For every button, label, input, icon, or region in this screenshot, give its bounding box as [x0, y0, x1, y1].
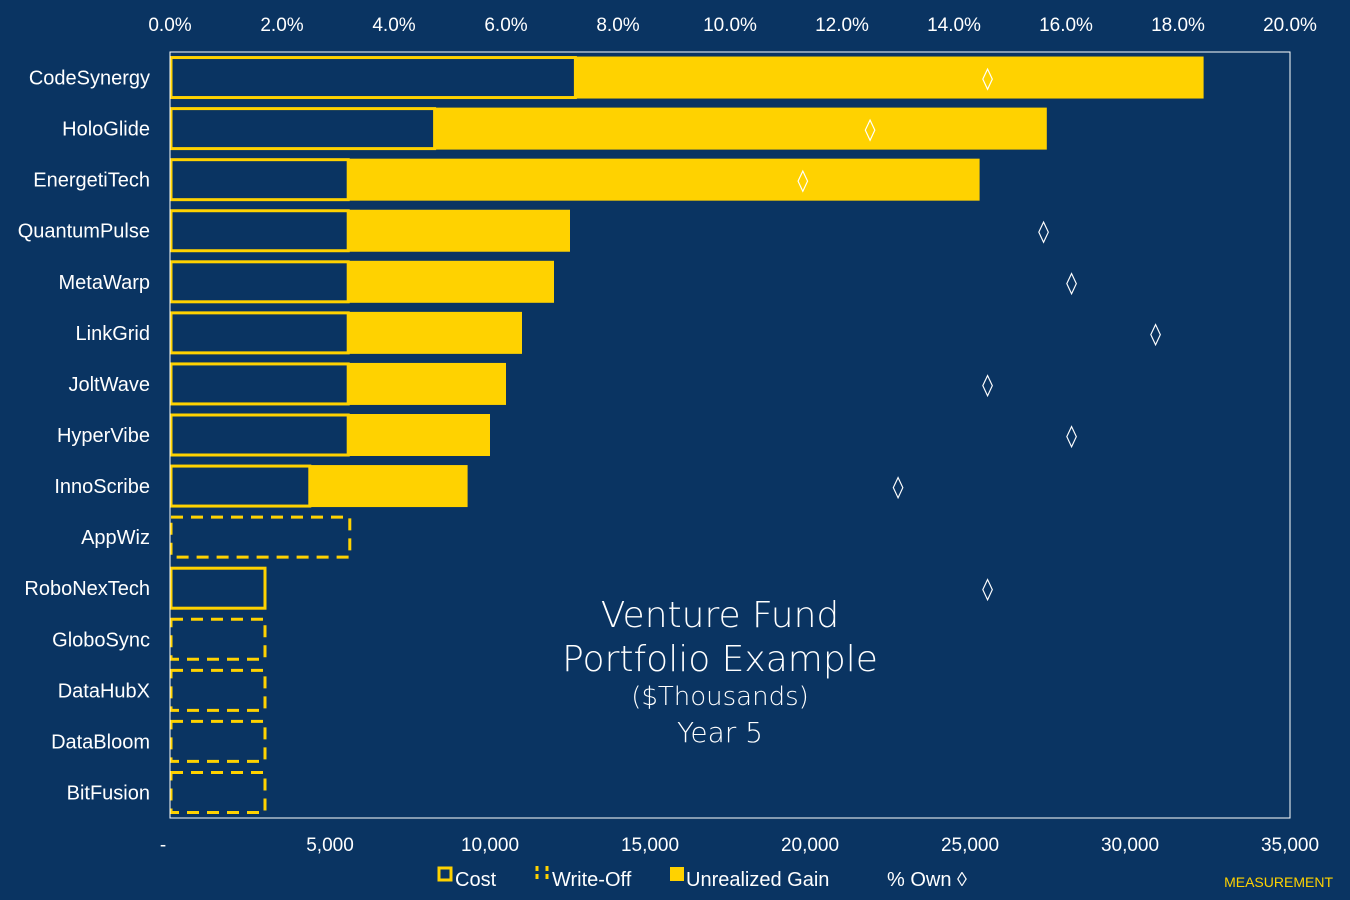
- x-tick-label: 35,000: [1261, 835, 1319, 856]
- bar-unrealized-gain-innoscribe: [310, 465, 468, 508]
- x2-tick-label: 14.0%: [927, 15, 981, 36]
- x2-tick-label: 20.0%: [1263, 15, 1317, 36]
- bottom-axis-ticks: - 5,000 10,000 15,000 20,000 25,000 30,000 35,0…: [160, 835, 1319, 856]
- bar-unrealized-gain-joltwave: [349, 362, 506, 405]
- category-label-appwiz: AppWiz: [81, 527, 150, 549]
- x2-tick-label: 4.0%: [372, 15, 415, 36]
- legend: Cost Write-Off Unrealized Gain % Own ◊: [437, 866, 967, 891]
- bar-write-off-databloom: [169, 719, 267, 763]
- marker-own-joltwave: ◊: [982, 373, 993, 398]
- marker-own-innoscribe: ◊: [893, 475, 904, 500]
- bar-write-off-bitfusion: [169, 770, 267, 814]
- bar-cost-hologlide: [169, 107, 437, 151]
- bar-cost-hypervibe: [169, 413, 350, 457]
- legend-label: Unrealized Gain: [686, 869, 829, 891]
- legend-label: Cost: [455, 869, 497, 891]
- x-tick-label: 30,000: [1101, 835, 1159, 856]
- bar-write-off-appwiz: [169, 515, 352, 559]
- bar-unrealized-gain-energetitech: [349, 158, 980, 201]
- marker-own-quantumpulse: ◊: [1038, 220, 1049, 245]
- bar-cost-innoscribe: [169, 464, 312, 508]
- category-label-databloom: DataBloom: [51, 731, 150, 753]
- x2-tick-label: 0.0%: [148, 15, 191, 36]
- x-tick-label: 10,000: [461, 835, 519, 856]
- marker-own-codesynergy: ◊: [982, 67, 993, 92]
- category-label-robonextech: RoboNexTech: [24, 578, 150, 600]
- title-line: Portfolio Example: [562, 639, 878, 680]
- legend-label: Write-Off: [552, 869, 632, 891]
- x2-tick-label: 2.0%: [260, 15, 303, 36]
- x2-tick-label: 12.0%: [815, 15, 869, 36]
- category-label-codesynergy: CodeSynergy: [29, 68, 150, 90]
- category-label-hologlide: HoloGlide: [62, 119, 150, 141]
- marker-own-hologlide: ◊: [865, 118, 876, 143]
- bar-write-off-globosync: [169, 617, 267, 661]
- category-label-datahubx: DataHubX: [58, 680, 150, 702]
- top-axis-ticks: 0.0% 2.0% 4.0% 6.0% 8.0% 10.0% 12.0% 14.0% 16.0%…: [148, 15, 1317, 36]
- plot-area-border: [169, 51, 1291, 819]
- x-tick-label: -: [160, 835, 166, 856]
- bar-cost-quantumpulse: [169, 209, 350, 253]
- x2-tick-label: 6.0%: [484, 15, 527, 36]
- x2-tick-label: 10.0%: [703, 15, 757, 36]
- marker-own-hypervibe: ◊: [1066, 424, 1077, 449]
- category-label-quantumpulse: QuantumPulse: [18, 221, 150, 243]
- category-labels: CodeSynergy HoloGlide EnergetiTech QuantumP…: [18, 68, 150, 805]
- x-tick-label: 20,000: [781, 835, 839, 856]
- x2-tick-label: 16.0%: [1039, 15, 1093, 36]
- bar-cost-joltwave: [169, 362, 350, 406]
- marker-own-linkgrid: ◊: [1150, 322, 1161, 347]
- legend-label: % Own ◊: [887, 869, 967, 891]
- marker-own-metawarp: ◊: [1066, 271, 1077, 296]
- watermark-text: MEASUREMENT: [1224, 874, 1333, 890]
- legend-swatch-cost: [437, 866, 453, 882]
- marker-own-energetitech: ◊: [797, 169, 808, 194]
- category-label-innoscribe: InnoScribe: [54, 476, 150, 498]
- bars-layer: [169, 56, 1204, 814]
- marker-own-robonextech: ◊: [982, 577, 993, 602]
- bar-unrealized-gain-quantumpulse: [349, 209, 570, 252]
- bar-unrealized-gain-hypervibe: [349, 414, 490, 456]
- category-label-energetitech: EnergetiTech: [33, 170, 150, 192]
- title-line: Venture Fund: [601, 595, 840, 636]
- bar-cost-codesynergy: [169, 56, 577, 100]
- x-tick-label: 5,000: [306, 835, 354, 856]
- category-label-metawarp: MetaWarp: [58, 272, 150, 294]
- bar-write-off-datahubx: [169, 668, 267, 712]
- legend-swatch-unrealized-gain: [670, 867, 684, 881]
- category-label-hypervibe: HyperVibe: [57, 425, 150, 447]
- bar-unrealized-gain-linkgrid: [349, 311, 522, 354]
- ownership-markers: ◊ ◊ ◊ ◊ ◊ ◊ ◊ ◊ ◊ ◊: [797, 67, 1161, 603]
- x2-tick-label: 8.0%: [596, 15, 639, 36]
- title-line: Year 5: [677, 716, 763, 749]
- category-label-linkgrid: LinkGrid: [76, 323, 150, 345]
- bar-cost-robonextech: [169, 566, 267, 610]
- bar-unrealized-gain-codesynergy: [576, 56, 1204, 99]
- bar-cost-linkgrid: [169, 311, 350, 355]
- x2-tick-label: 18.0%: [1151, 15, 1205, 36]
- bar-unrealized-gain-metawarp: [349, 260, 554, 303]
- x-tick-label: 25,000: [941, 835, 999, 856]
- category-label-joltwave: JoltWave: [68, 374, 150, 396]
- x-tick-label: 15,000: [621, 835, 679, 856]
- category-label-bitfusion: BitFusion: [67, 782, 150, 804]
- category-label-globosync: GloboSync: [52, 629, 150, 651]
- bar-unrealized-gain-hologlide: [435, 107, 1047, 150]
- bar-cost-energetitech: [169, 158, 350, 202]
- bar-cost-metawarp: [169, 260, 350, 304]
- title-line: ($Thousands): [631, 682, 809, 712]
